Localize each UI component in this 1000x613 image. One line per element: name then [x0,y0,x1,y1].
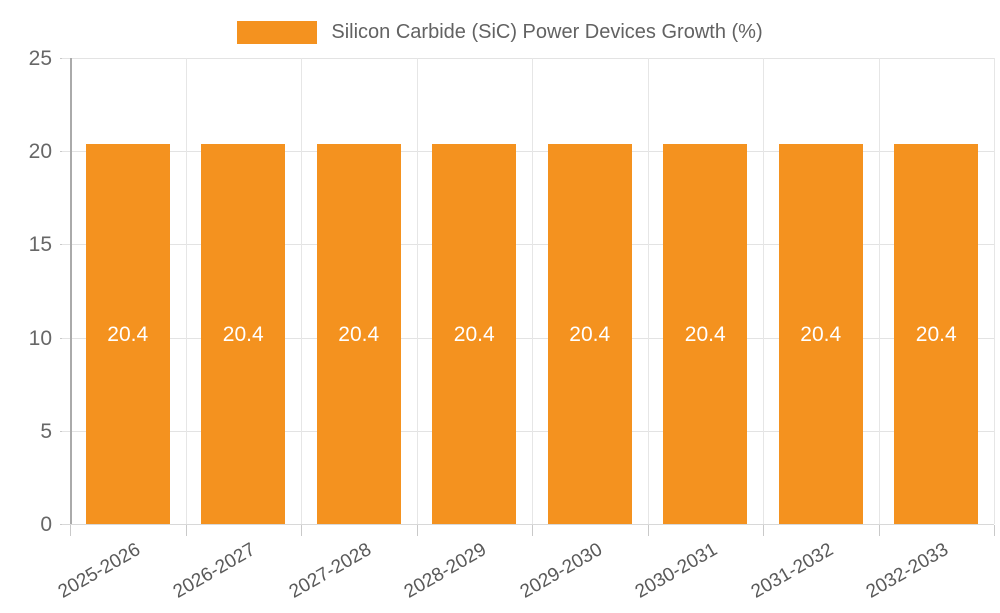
gridline-vertical [532,58,533,524]
bar[interactable]: 20.4 [894,143,979,524]
x-tick-label: 2032-2033 [863,539,953,603]
x-tick-label: 2031-2032 [747,539,837,603]
x-tick-mark [417,525,418,536]
y-axis-line [70,58,72,525]
bar[interactable]: 20.4 [316,143,401,524]
x-tick-mark [532,525,533,536]
x-tick-label: 2027-2028 [285,539,375,603]
bar-value-label: 20.4 [915,322,957,346]
gridline-horizontal [62,337,994,339]
x-axis-line [62,524,994,525]
bar-value-label: 20.4 [684,322,726,346]
bar-value-label: 20.4 [800,322,842,346]
gridline-vertical [301,58,302,524]
x-tick-mark [648,525,649,536]
gridline-horizontal [62,430,994,432]
bar[interactable]: 20.4 [201,143,286,524]
x-tick-label: 2030-2031 [632,539,722,603]
chart-legend: Silicon Carbide (SiC) Power Devices Grow… [0,14,1000,50]
y-tick-label: 5 [40,419,52,443]
x-tick-label: 2029-2030 [516,539,606,603]
gridline-vertical [186,58,187,524]
y-tick-label: 25 [28,47,52,70]
y-tick-label: 15 [28,233,52,257]
bar-chart: Silicon Carbide (SiC) Power Devices Grow… [0,14,1000,603]
x-tick-label: 2028-2029 [401,539,491,603]
x-tick-mark [186,525,187,536]
bar-value-label: 20.4 [569,322,611,346]
y-tick-label: 0 [40,513,52,536]
gridline-horizontal [62,58,994,59]
gridline-vertical [763,58,764,524]
x-tick-mark [994,525,995,536]
gridline-vertical [994,58,995,524]
bar-value-label: 20.4 [453,322,495,346]
legend-color-swatch[interactable] [237,20,318,44]
bar[interactable]: 20.4 [663,143,748,524]
bar[interactable]: 20.4 [778,143,863,524]
x-tick-mark [301,525,302,536]
x-tick-label: 2026-2027 [170,539,260,603]
bar[interactable]: 20.4 [432,143,517,524]
x-tick-label: 2025-2026 [54,539,144,603]
plot-area: 20.4 20.4 20.4 20.4 20.4 20.4 20.4 20.4 [62,58,995,525]
x-tick-mark [879,525,880,536]
x-tick-mark [70,525,71,536]
bar-value-label: 20.4 [222,322,264,346]
legend-series-label: Silicon Carbide (SiC) Power Devices Grow… [331,21,763,43]
gridline-horizontal [62,151,994,153]
x-tick-mark [763,525,764,536]
gridline-vertical [879,58,880,524]
bar-value-label: 20.4 [338,322,380,346]
y-tick-label: 10 [28,326,52,350]
bar[interactable]: 20.4 [85,143,170,524]
gridline-vertical [648,58,649,524]
bar[interactable]: 20.4 [547,143,632,524]
y-tick-label: 20 [28,140,52,164]
gridline-vertical [417,58,418,524]
gridline-horizontal [62,244,994,246]
bar-value-label: 20.4 [107,322,149,346]
